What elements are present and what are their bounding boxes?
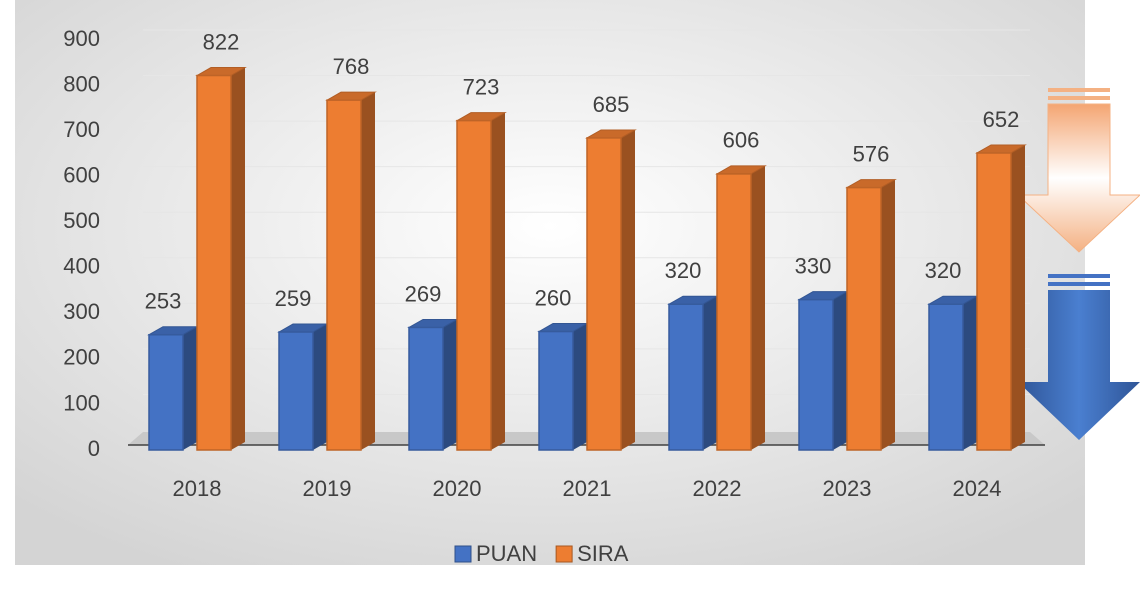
y-tick-label: 600 [63,162,100,187]
x-tick-label: 2018 [173,476,222,501]
bar-front [928,303,964,451]
bar-front [716,173,752,451]
bar [927,295,979,451]
bar-side [573,323,587,450]
bar-side [881,179,895,450]
bar [975,144,1027,451]
chart-background [15,0,1085,565]
bar-side [751,165,765,450]
x-tick-label: 2023 [823,476,872,501]
bar-side [361,92,375,450]
bar-front [538,330,574,451]
y-tick-label: 500 [63,208,100,233]
bar [797,291,849,451]
bar-side [963,296,977,450]
bar [585,129,637,451]
data-label: 269 [405,281,442,306]
bar-front [278,331,314,451]
x-tick-label: 2024 [953,476,1002,501]
y-tick-label: 400 [63,254,100,279]
y-tick-label: 300 [63,299,100,324]
y-tick-label: 100 [63,390,100,415]
bar-side [491,112,505,450]
x-tick-label: 2022 [693,476,742,501]
bar-side [621,129,635,450]
bar-side [833,291,847,450]
data-label: 822 [203,29,240,54]
bar-side [703,296,717,450]
bar-front [846,186,882,451]
data-label: 576 [853,141,890,166]
bar-front [326,99,362,451]
bar-front [976,152,1012,451]
bar [407,318,459,451]
bar [667,295,719,451]
data-label: 606 [723,128,760,153]
decor-arrows [1016,88,1140,440]
bar [277,323,329,451]
y-tick-label: 0 [88,436,100,461]
bar [147,326,199,451]
bar [195,67,247,451]
bar-side [231,67,245,451]
x-tick-label: 2021 [563,476,612,501]
bar-side [313,324,327,450]
bar [845,179,897,451]
bar-front [408,326,444,451]
legend-label: SIRA [577,541,629,566]
bar-front [196,74,232,451]
y-tick-label: 700 [63,117,100,142]
bar-front [586,137,622,451]
data-label: 259 [275,286,312,311]
bar [325,91,377,451]
bar [455,112,507,451]
bar [537,323,589,451]
y-tick-label: 200 [63,345,100,370]
data-label: 723 [463,74,500,99]
data-label: 768 [333,54,370,79]
y-tick-label: 900 [63,26,100,51]
legend-label: PUAN [476,541,537,566]
bar-side [443,319,457,450]
data-label: 652 [983,107,1020,132]
bar [715,165,767,451]
bar-side [183,326,197,450]
bar-front [668,303,704,451]
x-tick-label: 2019 [303,476,352,501]
bar-side [1011,144,1025,450]
data-label: 685 [593,92,630,117]
data-label: 330 [795,253,832,278]
legend-swatch [454,545,472,563]
data-label: 320 [925,258,962,283]
data-label: 260 [535,285,572,310]
bar-front [798,298,834,451]
legend-swatch [555,545,573,563]
bar-front [148,333,184,451]
bar-front [456,119,492,451]
data-label: 253 [145,289,182,314]
x-tick-label: 2020 [433,476,482,501]
y-tick-label: 800 [63,71,100,96]
data-label: 320 [665,258,702,283]
